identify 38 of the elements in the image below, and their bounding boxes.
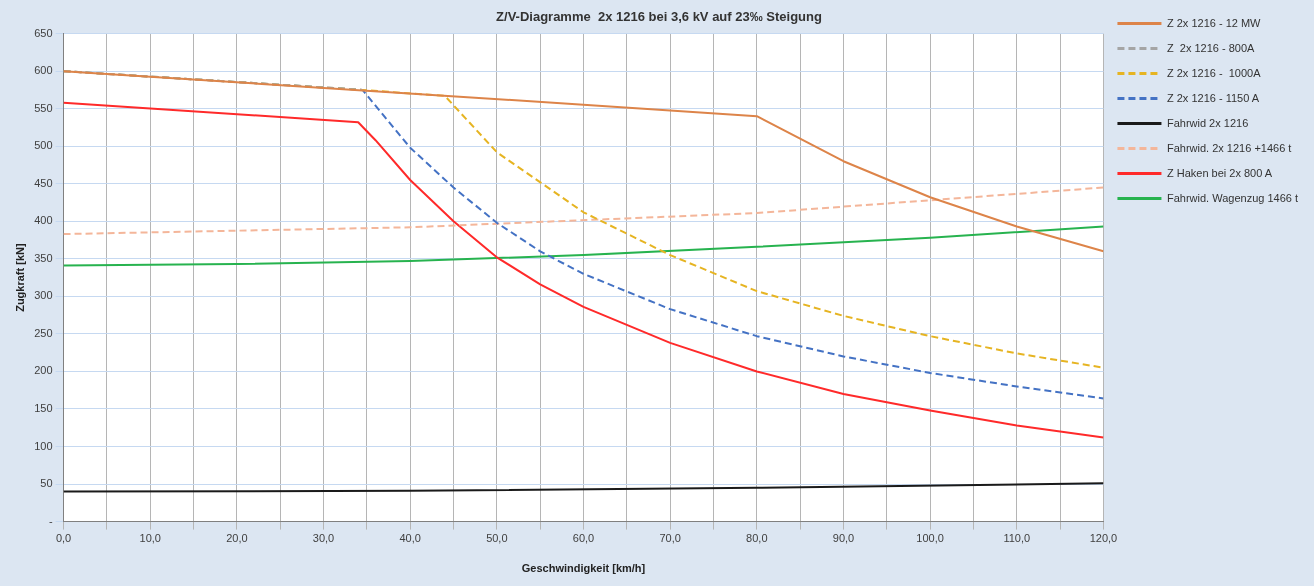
legend-label: Z 2x 1216 - 1150 A — [1166, 91, 1260, 104]
x-tick-label: 60,0 — [572, 532, 595, 545]
y-tick-label: 250 — [34, 326, 53, 339]
x-tick-label: 50,0 — [486, 532, 508, 545]
legend-label: Z 2x 1216 - 12 MW — [1166, 16, 1262, 29]
x-tick-label: 70,0 — [659, 532, 681, 545]
y-tick-label: 150 — [34, 402, 53, 415]
y-tick-label: - — [48, 514, 53, 527]
y-tick-label: 650 — [34, 26, 53, 39]
legend-label: Fahrwid. Wagenzug 1466 t — [1166, 191, 1299, 204]
y-tick-label: 300 — [34, 289, 53, 302]
x-tick-label: 10,0 — [139, 532, 161, 545]
y-tick-label: 600 — [34, 64, 53, 77]
x-tick-label: 40,0 — [399, 532, 421, 545]
y-tick-label: 450 — [34, 176, 53, 189]
x-tick-label: 110,0 — [1003, 532, 1031, 545]
y-tick-label: 550 — [34, 101, 53, 114]
y-tick-label: 500 — [34, 139, 53, 152]
y-tick-label: 100 — [34, 439, 53, 452]
chart-title: Z/V-Diagramme 2x 1216 bei 3,6 kV auf 23‰ Steigung — [496, 9, 822, 25]
legend-label: Fahrwid. 2x 1216 +1466 t — [1166, 141, 1292, 154]
y-tick-label: 350 — [34, 251, 53, 264]
legend-label: Fahrwid 2x 1216 — [1166, 116, 1249, 129]
y-tick-label: 200 — [34, 364, 53, 377]
x-axis-title: Geschwindigkeit [km/h] — [521, 562, 646, 575]
legend-label: Z 2x 1216 - 1000A — [1166, 66, 1262, 79]
y-axis-title: Zugkraft [kN] — [13, 243, 26, 312]
y-tick-label: 400 — [34, 214, 53, 227]
legend-label: Z Haken bei 2x 800 A — [1166, 166, 1273, 179]
x-tick-label: 100,0 — [916, 532, 944, 545]
x-tick-label: 80,0 — [746, 532, 768, 545]
x-tick-label: 20,0 — [226, 532, 248, 545]
x-tick-label: 120,0 — [1089, 532, 1118, 545]
y-tick-label: 50 — [40, 477, 53, 490]
x-tick-label: 0,0 — [55, 532, 72, 545]
legend-label: Z 2x 1216 - 800A — [1166, 41, 1256, 54]
x-tick-label: 90,0 — [832, 532, 855, 545]
x-tick-label: 30,0 — [312, 532, 335, 545]
